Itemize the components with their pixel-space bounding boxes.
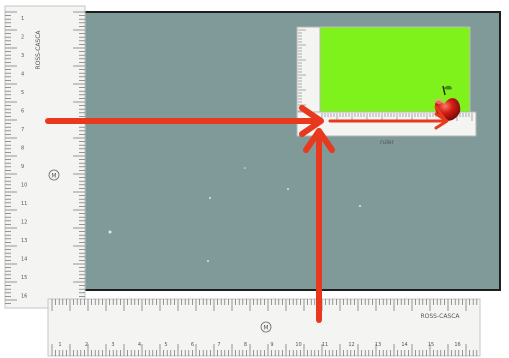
bottom-ruler-center-mark <box>260 321 272 333</box>
left-ruler-number: 8 <box>21 146 24 152</box>
bottom-ruler-number: 5 <box>164 342 167 348</box>
left-ruler-number: 15 <box>21 275 27 281</box>
left-ruler-brand: ROSS-CASCA <box>35 30 42 70</box>
left-ruler-number: 16 <box>21 294 27 300</box>
bottom-ruler-number: 8 <box>244 342 247 348</box>
left-ruler-number: 7 <box>21 127 24 133</box>
left-ruler-number: 12 <box>21 220 27 226</box>
bottom-ruler-number: 3 <box>111 342 114 348</box>
bottom-ruler <box>47 298 481 357</box>
bottom-ruler-number: 14 <box>401 342 407 348</box>
bottom-ruler-number: 2 <box>85 342 88 348</box>
left-ruler-number: 9 <box>21 164 24 170</box>
bottom-ruler-brand: ROSS-CASCA <box>420 313 460 320</box>
left-ruler-number: 10 <box>21 183 27 189</box>
left-ruler-center-letter: M <box>51 173 56 180</box>
left-ruler-center-mark <box>48 169 60 181</box>
arrow-right-icon <box>45 105 324 137</box>
left-ruler-ticks <box>5 11 85 304</box>
left-ruler-number: 5 <box>21 90 24 96</box>
bottom-ruler-number: 1 <box>58 342 61 348</box>
left-ruler-number: 6 <box>21 109 24 115</box>
bottom-ruler-number: 6 <box>191 342 194 348</box>
left-ruler-number: 1 <box>21 16 24 22</box>
bottom-ruler-number: 4 <box>138 342 141 348</box>
bottom-ruler-numbers: 1 2 3 4 5 6 7 8 9 10 11 12 13 14 15 16 <box>58 342 460 348</box>
left-ruler <box>4 5 86 309</box>
bottom-ruler-center-letter: M <box>263 325 268 332</box>
left-ruler-number: 13 <box>21 238 27 244</box>
green-rectangle <box>319 26 471 113</box>
bottom-ruler-number: 15 <box>428 342 434 348</box>
bottom-ruler-number: 10 <box>295 342 301 348</box>
left-ruler-number: 3 <box>21 53 24 59</box>
left-ruler-number: 14 <box>21 257 27 263</box>
bottom-ruler-number: 7 <box>217 342 220 348</box>
apple-pointer-arrow <box>328 105 449 130</box>
bottom-ruler-ticks <box>51 299 478 356</box>
inner-ruler-label: ruler <box>380 139 395 146</box>
arrow-up-icon <box>303 128 335 323</box>
bottom-ruler-number: 12 <box>348 342 354 348</box>
left-ruler-number: 11 <box>21 201 27 207</box>
bottom-ruler-number: 13 <box>375 342 381 348</box>
bottom-ruler-number: 16 <box>454 342 460 348</box>
left-ruler-number: 2 <box>21 35 24 41</box>
left-ruler-number: 4 <box>21 72 24 78</box>
bottom-ruler-number: 11 <box>322 342 328 348</box>
bottom-ruler-number: 9 <box>270 342 273 348</box>
